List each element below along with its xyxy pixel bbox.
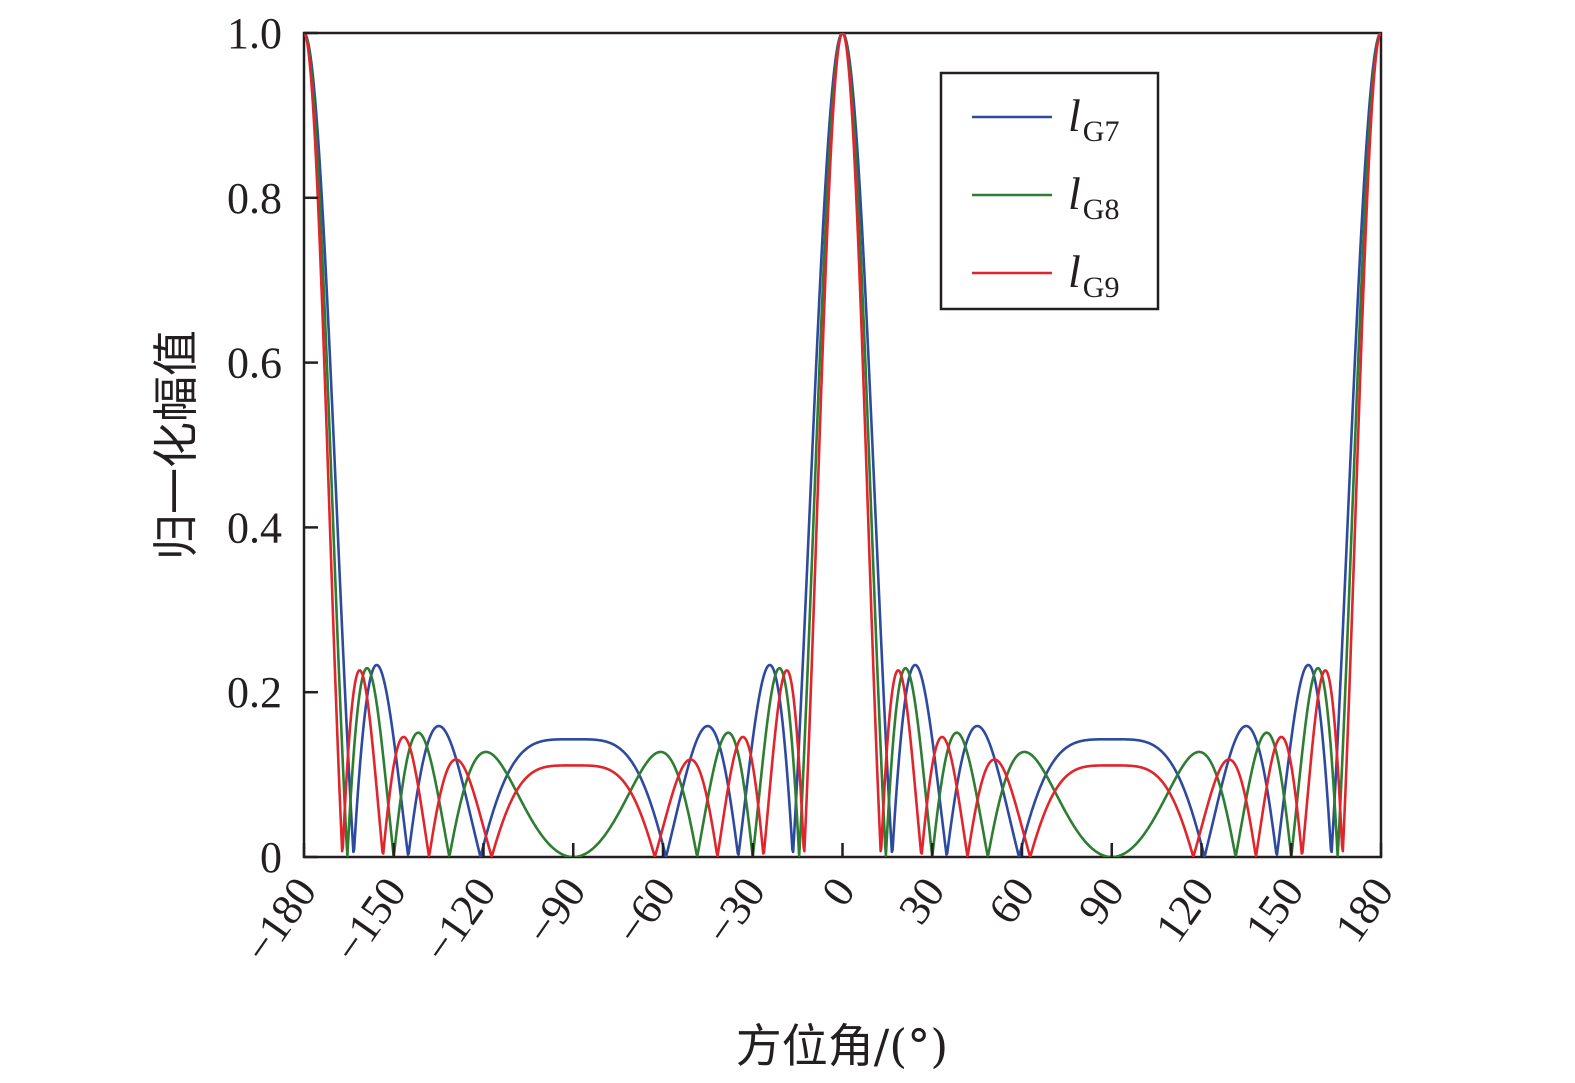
x-tick-label: −180 <box>234 869 326 972</box>
y-tick-label: 0.6 <box>227 339 282 388</box>
series-layer <box>304 33 1381 857</box>
x-tick-label: 0 <box>812 869 865 915</box>
y-tick-label: 1.0 <box>227 9 282 58</box>
x-tick-label: −120 <box>413 869 505 972</box>
x-tick-label: −150 <box>324 869 416 972</box>
x-tick-label: −60 <box>606 869 686 953</box>
y-axis: 0 0.2 0.4 0.6 0.8 1.0 <box>227 9 318 882</box>
series-line-g9 <box>304 33 1381 857</box>
legend: lG7 lG8 lG9 <box>939 71 1160 311</box>
legend-box <box>939 71 1160 311</box>
x-tick-label: 120 <box>1146 869 1224 951</box>
x-tick-label: 60 <box>979 869 1044 933</box>
x-axis-title: 方位角/(°) <box>736 1019 948 1073</box>
y-tick-label: 0.4 <box>227 503 282 552</box>
legend-label-g8: lG8 <box>1068 168 1119 226</box>
x-tick-label: 150 <box>1235 869 1313 951</box>
x-tick-label: 180 <box>1325 869 1403 951</box>
y-tick-label: 0.2 <box>227 668 282 717</box>
y-tick-label: 0 <box>260 833 282 882</box>
x-tick-label: −90 <box>516 869 596 953</box>
x-tick-label: 90 <box>1069 869 1134 933</box>
x-axis: −180−150−120 −90 −60 −30 0 30 60 90 120 150 180 <box>234 843 1403 971</box>
plot-area-frame <box>302 31 1383 859</box>
y-tick-label: 0.8 <box>227 174 282 223</box>
x-tick-label: −30 <box>695 869 775 953</box>
y-axis-title: 归一化幅值 <box>149 330 203 560</box>
series-line-g8 <box>304 33 1381 857</box>
x-tick-label: 30 <box>889 869 954 933</box>
legend-label-g9: lG9 <box>1068 246 1119 304</box>
series-line-g7 <box>304 33 1381 857</box>
legend-label-g7: lG7 <box>1068 90 1119 148</box>
